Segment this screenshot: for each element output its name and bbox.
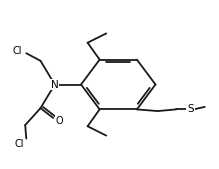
Text: S: S <box>187 104 194 114</box>
Text: Cl: Cl <box>13 46 22 56</box>
Text: O: O <box>56 116 64 126</box>
Text: Cl: Cl <box>15 139 25 149</box>
Text: N: N <box>51 79 59 90</box>
